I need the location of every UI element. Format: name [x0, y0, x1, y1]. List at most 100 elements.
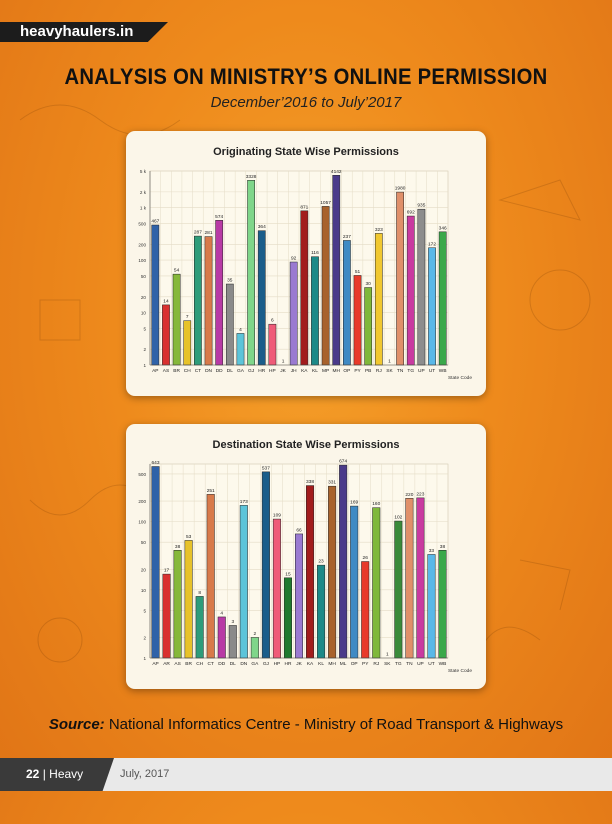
y-tick-label: 1 [143, 363, 146, 368]
x-tick-label: DL [227, 368, 233, 374]
bar [427, 554, 436, 659]
bar [300, 210, 309, 366]
x-tick-label: HP [274, 661, 281, 667]
bar-value-label: 364 [258, 224, 266, 230]
bar [194, 235, 202, 366]
bar-value-label: 38 [440, 544, 446, 550]
x-tick-label: KA [301, 368, 308, 374]
y-tick-label: 100 [138, 258, 146, 263]
bar-value-label: 169 [350, 500, 358, 506]
bar [428, 247, 436, 366]
bar-value-label: 54 [174, 268, 180, 274]
bar [261, 471, 270, 659]
bar-value-label: 102 [394, 515, 402, 521]
bar-value-label: 172 [428, 241, 436, 247]
bar-value-label: 287 [194, 230, 202, 236]
x-tick-label: OP [343, 368, 350, 374]
x-tick-label: GA [237, 368, 245, 374]
bar-value-label: 26 [363, 555, 369, 561]
bar [228, 625, 237, 659]
bar-value-label: 3 [231, 619, 234, 625]
x-tick-label: DD [216, 368, 223, 374]
source-text: National Informatics Centre - Ministry o… [108, 716, 564, 733]
x-axis-label: State Code [448, 668, 472, 674]
x-tick-label: PY [362, 661, 369, 667]
x-tick-label: CT [208, 661, 214, 667]
y-tick-label: 20 [141, 295, 147, 300]
x-axis-label: State Code [448, 375, 472, 381]
bar [206, 494, 215, 659]
bar-value-label: 53 [186, 534, 192, 540]
bar-value-label: 1 [282, 359, 285, 365]
y-tick-label: 10 [141, 311, 147, 316]
bar-value-label: 692 [407, 210, 415, 216]
bar-value-label: 674 [339, 459, 347, 465]
bar [350, 505, 359, 659]
x-tick-label: BR [185, 661, 192, 667]
x-tick-label: HP [269, 368, 276, 374]
x-tick-label: ML [340, 661, 347, 667]
bar [353, 275, 362, 366]
bar-value-label: 109 [273, 513, 281, 519]
bar-value-label: 4 [239, 327, 242, 333]
x-tick-label: AP [152, 661, 158, 667]
bar [416, 497, 425, 659]
bar [321, 206, 330, 366]
x-tick-label: MP [322, 368, 329, 374]
x-tick-label: PY [354, 368, 361, 374]
bar [195, 596, 204, 659]
x-tick-label: AS [163, 368, 169, 374]
x-tick-label: DN [205, 368, 212, 374]
bar-value-label: 4142 [331, 169, 342, 175]
bar-value-label: 467 [151, 219, 159, 225]
x-tick-label: WB [439, 661, 447, 667]
bar-value-label: 7 [186, 314, 189, 320]
x-tick-label: CH [196, 661, 203, 667]
bar-value-label: 66 [296, 527, 302, 533]
bar-value-label: 30 [366, 281, 372, 287]
bar [225, 283, 234, 366]
x-tick-label: BR [173, 368, 180, 374]
bar-value-label: 223 [416, 491, 424, 497]
bar [343, 240, 351, 366]
x-tick-label: AS [174, 661, 180, 667]
x-tick-label: MH [333, 368, 341, 374]
x-tick-label: OP [351, 661, 358, 667]
bar [162, 573, 171, 659]
y-tick-label: 500 [138, 472, 146, 477]
footer-separator: | [42, 767, 50, 781]
x-tick-label: WB [439, 368, 447, 374]
x-tick-label: DD [218, 661, 225, 667]
x-tick-label: UT [428, 661, 434, 667]
y-tick-label: 50 [141, 540, 147, 545]
bar-value-label: 346 [439, 225, 447, 231]
bar-value-label: 1 [388, 359, 391, 365]
bar-value-label: 537 [262, 465, 270, 471]
bar [239, 505, 248, 659]
x-tick-label: RJ [376, 368, 382, 374]
x-tick-label: RJ [373, 661, 379, 667]
x-tick-label: KL [318, 661, 324, 667]
bar [438, 231, 447, 366]
bar [283, 577, 292, 659]
x-tick-label: UP [417, 661, 424, 667]
bar [217, 616, 226, 659]
x-tick-label: KA [307, 661, 314, 667]
bar-value-label: 92 [291, 256, 297, 262]
x-tick-label: GJ [248, 368, 255, 374]
bar [183, 320, 192, 366]
bar-value-label: 173 [240, 499, 248, 505]
chart-title: Destination State Wise Permissions [213, 439, 400, 451]
bar [268, 323, 277, 366]
x-tick-label: HR [258, 368, 265, 374]
bar [406, 215, 415, 366]
page-title: ANALYSIS ON MINISTRY’S ONLINE PERMISSION [64, 64, 548, 89]
bar [151, 466, 160, 659]
x-tick-label: MH [328, 661, 336, 667]
bar [306, 485, 315, 659]
bar-value-label: 15 [285, 571, 291, 577]
originating-chart: Originating State Wise Permissions 1 2 5 10 2… [138, 146, 472, 381]
destination-chart: Destination State Wise Permissions125102… [138, 439, 472, 674]
bar-value-label: 3328 [246, 174, 257, 180]
y-tick-label: 500 [138, 221, 146, 226]
